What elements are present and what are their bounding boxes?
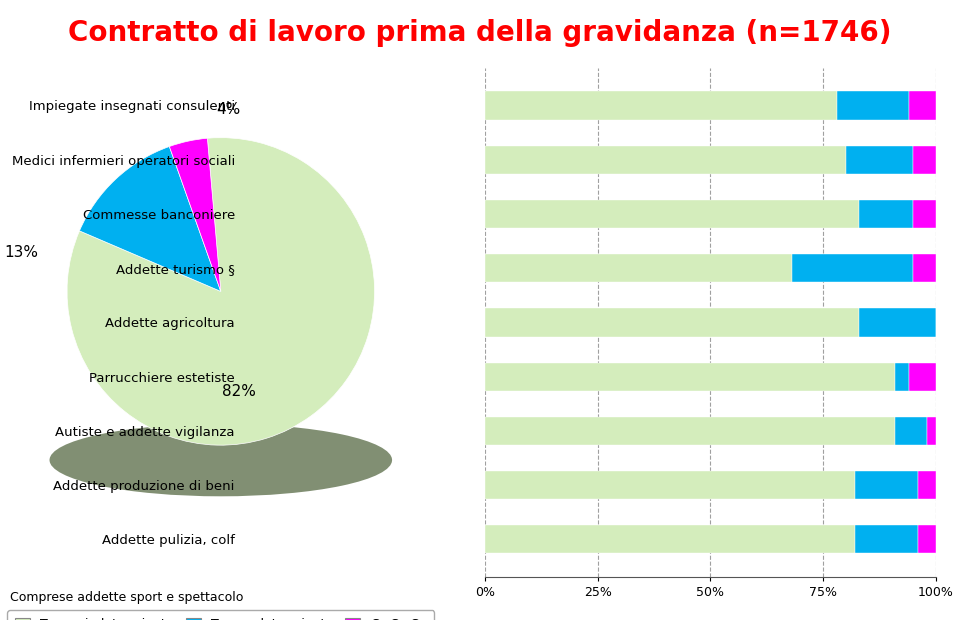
- Bar: [909, 91, 936, 120]
- Bar: [485, 308, 859, 337]
- Bar: [485, 254, 792, 282]
- Bar: [909, 363, 936, 391]
- Bar: [859, 308, 936, 337]
- Bar: [914, 200, 936, 228]
- Bar: [914, 146, 936, 174]
- Bar: [854, 525, 918, 554]
- Bar: [918, 471, 936, 499]
- Bar: [485, 417, 896, 445]
- Bar: [918, 525, 936, 554]
- Bar: [792, 254, 913, 282]
- Bar: [837, 91, 909, 120]
- Text: Contratto di lavoro prima della gravidanza (n=1746): Contratto di lavoro prima della gravidan…: [68, 19, 892, 46]
- Wedge shape: [169, 138, 221, 291]
- Bar: [485, 200, 859, 228]
- Bar: [914, 254, 936, 282]
- Legend: Tempo indeterminato, Tempo determinato, Co.Co.Co: Tempo indeterminato, Tempo determinato, …: [8, 610, 434, 620]
- Bar: [896, 363, 909, 391]
- Ellipse shape: [50, 424, 392, 496]
- Bar: [485, 91, 837, 120]
- Text: 4%: 4%: [216, 102, 241, 117]
- Text: 82%: 82%: [223, 384, 256, 399]
- Text: Comprese addette sport e spettacolo: Comprese addette sport e spettacolo: [10, 591, 243, 604]
- Bar: [485, 471, 854, 499]
- Wedge shape: [67, 138, 374, 445]
- Bar: [859, 200, 914, 228]
- Bar: [485, 525, 854, 554]
- Bar: [485, 363, 896, 391]
- Text: 13%: 13%: [4, 246, 37, 260]
- Bar: [846, 146, 913, 174]
- Wedge shape: [80, 146, 221, 291]
- Bar: [854, 471, 918, 499]
- Bar: [485, 146, 846, 174]
- Bar: [896, 417, 927, 445]
- Bar: [927, 417, 936, 445]
